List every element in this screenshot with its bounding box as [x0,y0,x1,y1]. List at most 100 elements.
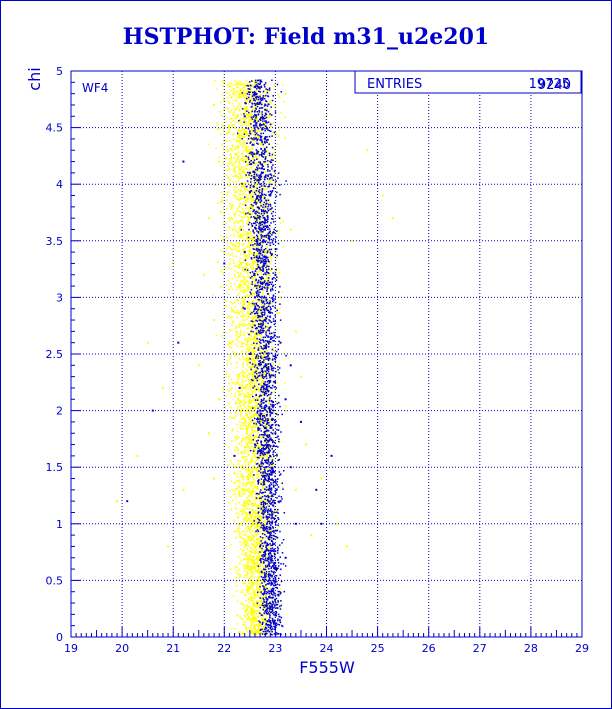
cloud-point-yellow [230,406,232,409]
cloud-point-yellow [266,150,269,152]
cloud-point-yellow [247,473,250,476]
cloud-point-yellow [231,387,233,389]
cloud-point-yellow [228,158,231,160]
cloud-point-yellow [252,205,255,208]
cloud-point-yellow [224,443,227,446]
cloud-point-yellow [252,390,255,392]
cloud-point-yellow [234,80,236,82]
cloud-point-yellow [265,91,268,93]
cloud-point-yellow [230,267,233,270]
cloud-point-yellow [254,337,256,339]
cloud-point-blue [267,199,270,202]
cloud-point-yellow [273,391,275,393]
cloud-point-yellow [276,94,279,96]
cloud-point-yellow [249,380,252,383]
cloud-point-yellow [254,155,256,157]
cloud-point-yellow [242,582,244,585]
cloud-point-yellow [234,116,236,119]
cloud-point-yellow [266,349,269,352]
cloud-point-yellow [268,418,270,420]
cloud-point-yellow [267,251,270,254]
cloud-point-blue [256,187,259,190]
cloud-point-yellow [258,473,261,475]
cloud-point-blue [268,456,270,459]
cloud-point-yellow [254,567,257,569]
cloud-point-yellow [247,593,250,595]
cloud-point-yellow [239,159,241,161]
cloud-point-yellow [242,124,244,126]
cloud-point-yellow [278,312,280,314]
cloud-point-yellow [250,596,253,598]
cloud-point-yellow [251,391,254,393]
cloud-point-yellow [269,588,271,590]
cloud-point-yellow [236,316,238,319]
cloud-point-yellow [252,524,254,527]
cloud-point-yellow [253,182,255,185]
cloud-point-yellow [264,188,267,191]
cloud-point-yellow [259,604,262,606]
cloud-point-blue [255,249,258,251]
cloud-point-yellow [255,630,258,633]
cloud-point-yellow [234,565,237,568]
cloud-point-yellow [252,491,254,494]
cloud-point-yellow [262,435,264,438]
cloud-point-yellow [256,414,259,416]
cloud-point-yellow [262,278,265,280]
cloud-point-yellow [253,193,255,196]
cloud-point-yellow [243,267,246,269]
cloud-point-yellow [242,478,244,480]
cloud-point-blue [269,509,272,512]
cloud-point-yellow [249,367,252,369]
cloud-point-yellow [246,96,248,98]
cloud-point-yellow [257,165,259,167]
cloud-point-blue [261,245,263,247]
cloud-point-yellow [259,130,261,133]
cloud-point-yellow [253,361,256,364]
cloud-point-yellow [252,198,254,201]
cloud-point-yellow [233,88,235,91]
cloud-point-yellow [230,460,232,462]
cloud-point-yellow [258,563,260,566]
cloud-point-yellow [263,89,266,91]
cloud-point-yellow [246,364,249,366]
cloud-point-blue [272,179,275,181]
cloud-point-yellow [248,482,250,485]
cloud-point-yellow [245,534,247,536]
cloud-point-yellow [242,183,244,185]
cloud-point-yellow [248,487,250,490]
cloud-point-yellow [250,405,253,408]
cloud-point-yellow [235,229,237,231]
cloud-point-yellow [252,277,255,279]
cloud-point-yellow [247,561,250,564]
cloud-point-yellow [255,442,257,444]
cloud-point-yellow [251,467,253,470]
cloud-point-yellow [267,442,270,445]
cloud-point-yellow [266,424,269,427]
cloud-point-blue [266,436,269,438]
cloud-point-yellow [222,251,225,253]
cloud-point-blue [253,366,256,368]
cloud-point-yellow [252,451,254,454]
cloud-point-yellow [259,391,261,393]
cloud-point-yellow [258,349,261,351]
cloud-point-blue [266,473,269,476]
cloud-point-yellow [272,229,275,232]
cloud-point-yellow [254,452,257,455]
cloud-point-blue [248,174,250,176]
cloud-point-blue [271,513,273,516]
cloud-point-yellow [261,329,263,331]
cloud-point-yellow [266,280,268,282]
cloud-point-yellow [235,230,238,233]
cloud-point-yellow [257,569,260,572]
cloud-point-yellow [249,627,251,629]
cloud-point-yellow [262,445,264,447]
cloud-point-yellow [250,407,252,410]
cloud-point-yellow [240,297,243,300]
cloud-point-yellow [253,625,255,628]
cloud-point-yellow [277,371,279,374]
cloud-point-yellow [253,618,256,621]
cloud-point-yellow [256,592,259,595]
cloud-point-blue [274,594,276,597]
cloud-point-yellow [256,459,258,461]
cloud-point-yellow [264,500,267,503]
